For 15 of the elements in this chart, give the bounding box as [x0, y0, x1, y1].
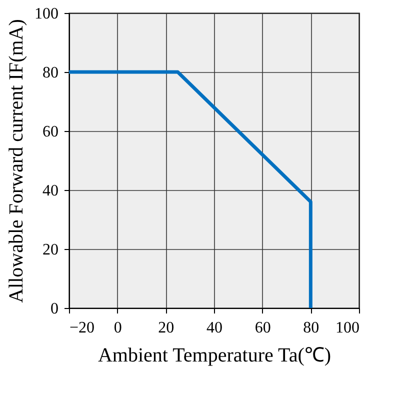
y-tick-label: 20 — [42, 242, 58, 258]
y-tick-label: 100 — [34, 6, 58, 22]
x-axis-title: Ambient Temperature Ta(℃) — [98, 344, 332, 366]
x-tick-label: 0 — [114, 320, 122, 336]
y-tick-label: 80 — [42, 64, 58, 82]
x-tick-label: 100 — [336, 320, 360, 336]
x-tick-label: 20 — [158, 320, 174, 336]
y-tick-label: 60 — [42, 124, 58, 140]
y-tick-label: 0 — [50, 300, 58, 318]
y-axis-title: Allowable Forward current IF(mA) — [6, 19, 28, 303]
x-tick-label: 40 — [206, 320, 222, 336]
x-tick-label: 80 — [303, 320, 320, 336]
x-tick-label: −20 — [70, 320, 95, 336]
y-tick-label: 40 — [42, 182, 58, 200]
x-tick-label: 60 — [254, 320, 271, 336]
